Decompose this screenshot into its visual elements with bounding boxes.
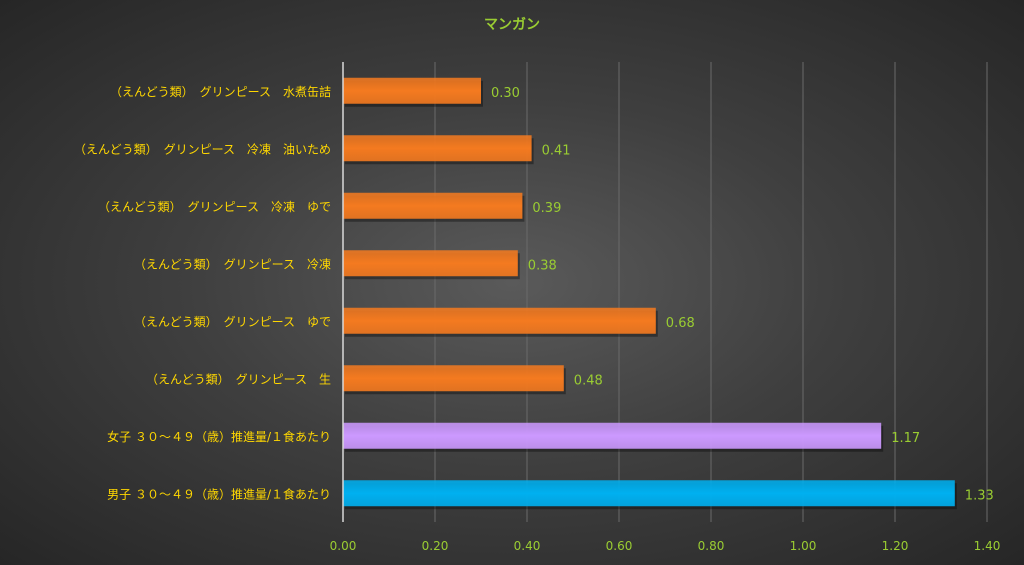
value-label: 1.33	[965, 488, 994, 503]
bar	[343, 77, 481, 104]
value-label: 0.38	[528, 258, 557, 273]
bar	[343, 135, 532, 162]
x-tick-label: 1.00	[790, 539, 817, 553]
chart-title: マンガン	[484, 17, 540, 33]
x-tick-label: 0.00	[330, 539, 357, 553]
category-label: （えんどう類） グリンピース 冷凍 ゆで	[98, 200, 331, 214]
bar	[343, 480, 955, 507]
bar	[343, 422, 882, 449]
bars	[343, 77, 957, 510]
category-label: 女子 ３０～４９（歳）推進量/１食あたり	[107, 429, 331, 444]
x-tick-label: 0.40	[514, 539, 541, 553]
gridlines	[434, 62, 988, 522]
bar	[343, 307, 656, 334]
labels: 0.00 0.20 0.40 0.60 0.80 1.00 1.20 1.40 （えんどう類） …	[74, 84, 1000, 553]
value-label: 1.17	[891, 431, 920, 446]
bar	[343, 192, 523, 219]
category-label: （えんどう類） グリンピース 生	[146, 372, 331, 386]
x-tick-label: 1.40	[974, 539, 1001, 553]
value-label: 0.41	[542, 143, 571, 158]
bar	[343, 365, 564, 392]
x-tick-label: 0.20	[422, 539, 449, 553]
category-label: （えんどう類） グリンピース ゆで	[134, 315, 331, 329]
x-tick-label: 0.60	[606, 539, 633, 553]
x-tick-label: 1.20	[882, 539, 909, 553]
value-label: 0.30	[491, 86, 520, 101]
category-label: （えんどう類） グリンピース 水煮缶詰	[110, 84, 331, 99]
value-label: 0.39	[532, 201, 561, 216]
value-label: 0.68	[666, 316, 695, 331]
bar	[343, 250, 518, 277]
category-label: 男子 ３０～４９（歳）推進量/１食あたり	[107, 486, 331, 501]
category-label: （えんどう類） グリンピース 冷凍	[134, 257, 331, 271]
value-label: 0.48	[574, 373, 603, 388]
x-tick-label: 0.80	[698, 539, 725, 553]
category-label: （えんどう類） グリンピース 冷凍 油いため	[74, 142, 331, 156]
